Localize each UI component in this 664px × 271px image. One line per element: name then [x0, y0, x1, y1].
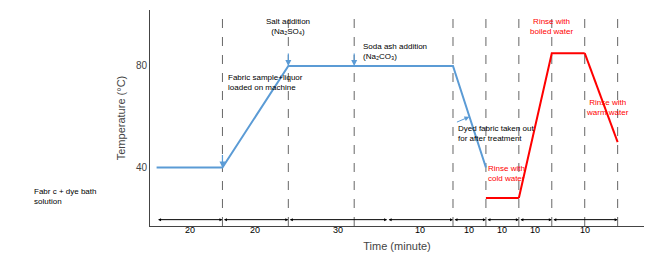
svg-text:Time (minute): Time (minute): [363, 240, 430, 252]
svg-text:10: 10: [464, 225, 474, 235]
svg-text:Rinse withwarm water: Rinse withwarm water: [586, 98, 629, 117]
svg-text:10: 10: [497, 225, 507, 235]
svg-text:Rinse withboiled water: Rinse withboiled water: [530, 17, 573, 36]
svg-text:Temperature (°C): Temperature (°C): [115, 76, 127, 160]
svg-text:Rinse withcold water: Rinse withcold water: [488, 164, 525, 183]
svg-text:Fabric sample+liquorloaded on: Fabric sample+liquorloaded on machine: [228, 73, 303, 92]
svg-text:Fabr c + dye bathsolution: Fabr c + dye bathsolution: [34, 187, 96, 206]
svg-text:Dyed fabric taken outfor after: Dyed fabric taken outfor after treatment: [458, 124, 534, 143]
svg-text:20: 20: [250, 225, 260, 235]
svg-text:40: 40: [136, 162, 148, 173]
svg-text:30: 30: [333, 225, 343, 235]
svg-text:Soda ash addition(Na₂CO₃): Soda ash addition(Na₂CO₃): [363, 42, 427, 61]
svg-text:10: 10: [580, 225, 590, 235]
svg-text:10: 10: [415, 225, 425, 235]
svg-text:20: 20: [185, 225, 195, 235]
svg-text:80: 80: [136, 60, 148, 71]
svg-text:10: 10: [530, 225, 540, 235]
svg-text:Salt addition(Na₂SO₄): Salt addition(Na₂SO₄): [266, 17, 310, 36]
